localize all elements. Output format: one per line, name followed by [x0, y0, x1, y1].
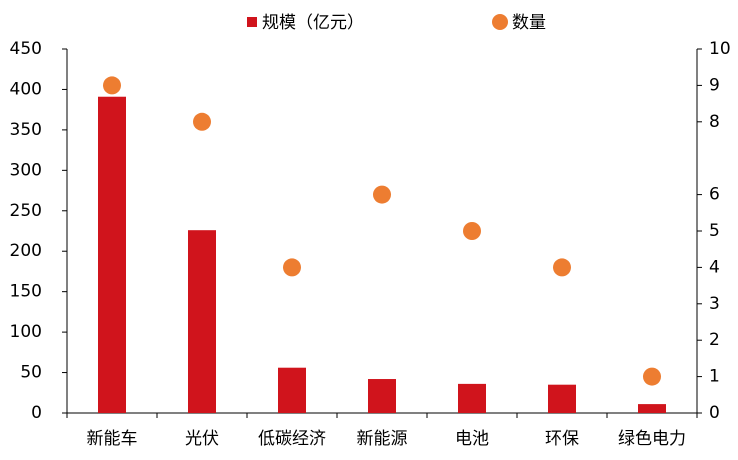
- bar: [368, 379, 396, 413]
- dot: [193, 112, 211, 131]
- dot: [283, 258, 301, 277]
- x-tick-label: 光伏: [185, 429, 219, 449]
- y-tick-label: 350: [10, 120, 42, 140]
- y-tick-label: 150: [10, 282, 42, 302]
- x-tick-label: 电池: [455, 429, 489, 449]
- x-tick-label: 新能源: [357, 429, 408, 449]
- y2-tick-label: 3: [709, 294, 720, 314]
- bar: [638, 404, 666, 413]
- y-tick-label: 300: [10, 160, 42, 180]
- y2-tick-label: 1: [709, 367, 720, 387]
- y-tick-label: 250: [10, 201, 42, 221]
- y2-tick-label: 6: [709, 185, 720, 205]
- dot: [463, 222, 481, 240]
- y-tick-label: 450: [10, 39, 42, 59]
- y2-tick-label: 5: [709, 221, 720, 241]
- legend-swatch: [247, 17, 257, 27]
- y-tick-label: 50: [20, 363, 42, 383]
- y2-tick-label: 8: [709, 112, 720, 132]
- x-tick-label: 绿色电力: [618, 429, 686, 449]
- bar: [98, 96, 126, 414]
- legend-label: 数量: [512, 13, 546, 33]
- dot: [103, 76, 121, 95]
- y2-tick-label: 9: [709, 75, 720, 95]
- y2-tick-label: 0: [709, 403, 720, 423]
- bar: [458, 383, 486, 413]
- legend-swatch: [492, 14, 508, 30]
- y-tick-label: 0: [31, 403, 42, 423]
- x-tick-label: 环保: [545, 429, 579, 449]
- legend-label: 规模（亿元）: [262, 13, 364, 33]
- dot: [553, 258, 571, 277]
- y-tick-label: 100: [10, 322, 42, 342]
- y-tick-label: 400: [10, 79, 42, 99]
- dot: [643, 367, 661, 386]
- dot: [373, 185, 391, 204]
- y-tick-label: 200: [10, 241, 42, 261]
- bar: [278, 367, 306, 413]
- x-tick-label: 新能车: [87, 429, 138, 449]
- bar: [188, 230, 216, 413]
- y2-tick-label: 4: [709, 257, 720, 277]
- y2-tick-label: 10: [709, 39, 731, 59]
- y2-tick-label: 2: [709, 330, 720, 350]
- x-tick-label: 低碳经济: [258, 429, 326, 449]
- bar: [548, 384, 576, 413]
